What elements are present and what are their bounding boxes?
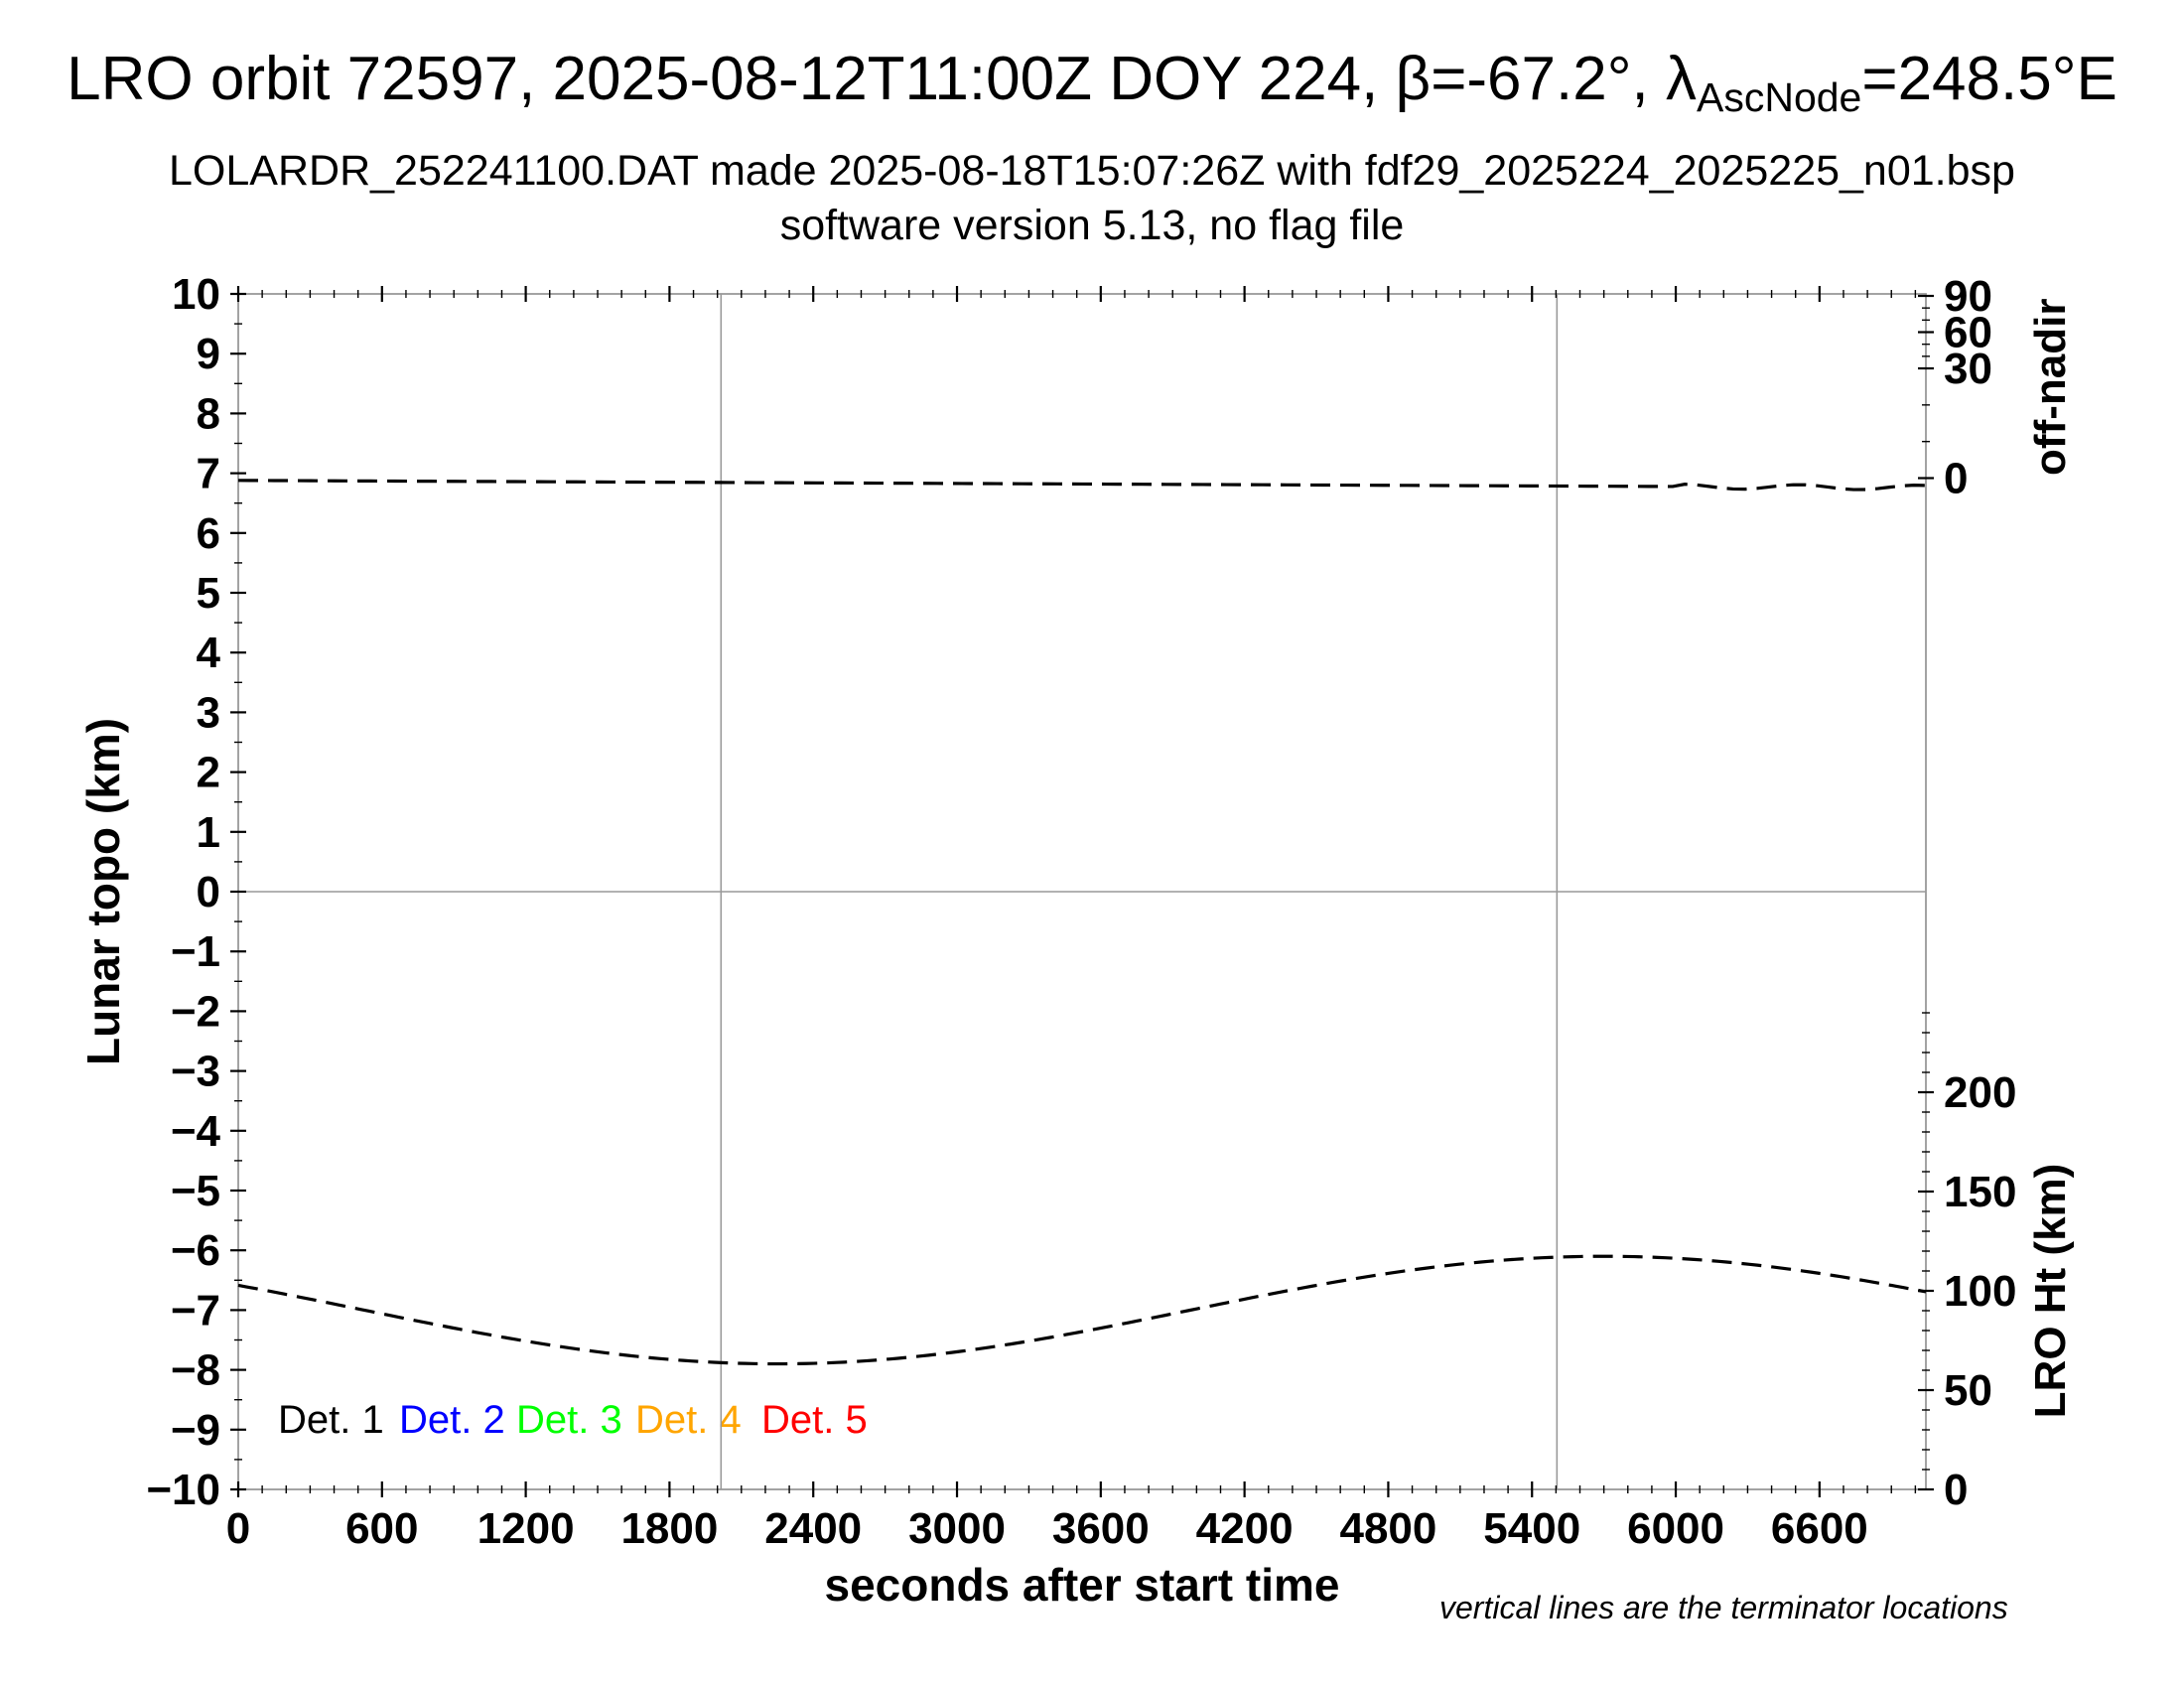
svg-text:10: 10 (172, 270, 220, 319)
svg-text:0: 0 (1944, 455, 1968, 503)
svg-text:50: 50 (1944, 1366, 1992, 1415)
svg-text:seconds after start time: seconds after start time (825, 1559, 1340, 1611)
svg-text:0: 0 (1944, 1466, 1968, 1514)
svg-text:−1: −1 (171, 927, 220, 976)
svg-text:6: 6 (197, 509, 220, 558)
svg-text:−8: −8 (171, 1346, 220, 1395)
svg-text:LRO orbit 72597, 2025-08-12T11: LRO orbit 72597, 2025-08-12T11:00Z DOY 2… (67, 45, 2117, 120)
svg-text:−10: −10 (146, 1466, 220, 1514)
svg-text:Det. 1: Det. 1 (278, 1398, 384, 1442)
svg-text:600: 600 (345, 1504, 418, 1553)
svg-text:vertical lines are the termina: vertical lines are the terminator locati… (1439, 1590, 2008, 1625)
svg-text:Lunar topo (km): Lunar topo (km) (77, 718, 129, 1065)
svg-text:8: 8 (197, 389, 220, 438)
svg-text:Det. 2: Det. 2 (399, 1398, 505, 1442)
svg-text:Det. 4: Det. 4 (635, 1398, 742, 1442)
svg-text:1800: 1800 (620, 1504, 718, 1553)
svg-text:2: 2 (197, 749, 220, 797)
svg-text:0: 0 (197, 868, 220, 916)
svg-text:30: 30 (1944, 345, 1992, 393)
svg-text:1: 1 (197, 808, 220, 857)
svg-text:4: 4 (197, 629, 221, 677)
svg-text:5: 5 (197, 569, 220, 618)
svg-text:−3: −3 (171, 1048, 220, 1096)
svg-text:200: 200 (1944, 1068, 2016, 1117)
svg-text:Det. 3: Det. 3 (516, 1398, 622, 1442)
svg-text:3000: 3000 (908, 1504, 1006, 1553)
svg-text:4200: 4200 (1196, 1504, 1294, 1553)
svg-text:5400: 5400 (1483, 1504, 1580, 1553)
svg-text:6600: 6600 (1771, 1504, 1868, 1553)
svg-text:−5: −5 (171, 1167, 220, 1215)
svg-text:Det. 5: Det. 5 (761, 1398, 868, 1442)
svg-text:−2: −2 (171, 987, 220, 1036)
svg-text:150: 150 (1944, 1168, 2016, 1216)
svg-text:1200: 1200 (478, 1504, 575, 1553)
svg-text:9: 9 (197, 330, 220, 378)
svg-text:LOLARDR_252241100.DAT made 202: LOLARDR_252241100.DAT made 2025-08-18T15… (169, 147, 2015, 195)
svg-text:100: 100 (1944, 1267, 2016, 1316)
svg-text:7: 7 (197, 450, 220, 498)
svg-text:0: 0 (226, 1504, 250, 1553)
svg-text:3600: 3600 (1052, 1504, 1150, 1553)
svg-text:6000: 6000 (1627, 1504, 1724, 1553)
svg-text:−6: −6 (171, 1226, 220, 1275)
svg-text:off-nadir: off-nadir (2026, 299, 2075, 476)
svg-text:−9: −9 (171, 1406, 220, 1455)
svg-text:−7: −7 (171, 1286, 220, 1335)
svg-text:LRO Ht (km): LRO Ht (km) (2026, 1164, 2075, 1419)
svg-text:2400: 2400 (764, 1504, 862, 1553)
svg-text:software version 5.13, no flag: software version 5.13, no flag file (780, 202, 1405, 249)
svg-text:3: 3 (197, 688, 220, 737)
svg-text:−4: −4 (171, 1107, 221, 1156)
svg-text:4800: 4800 (1339, 1504, 1436, 1553)
